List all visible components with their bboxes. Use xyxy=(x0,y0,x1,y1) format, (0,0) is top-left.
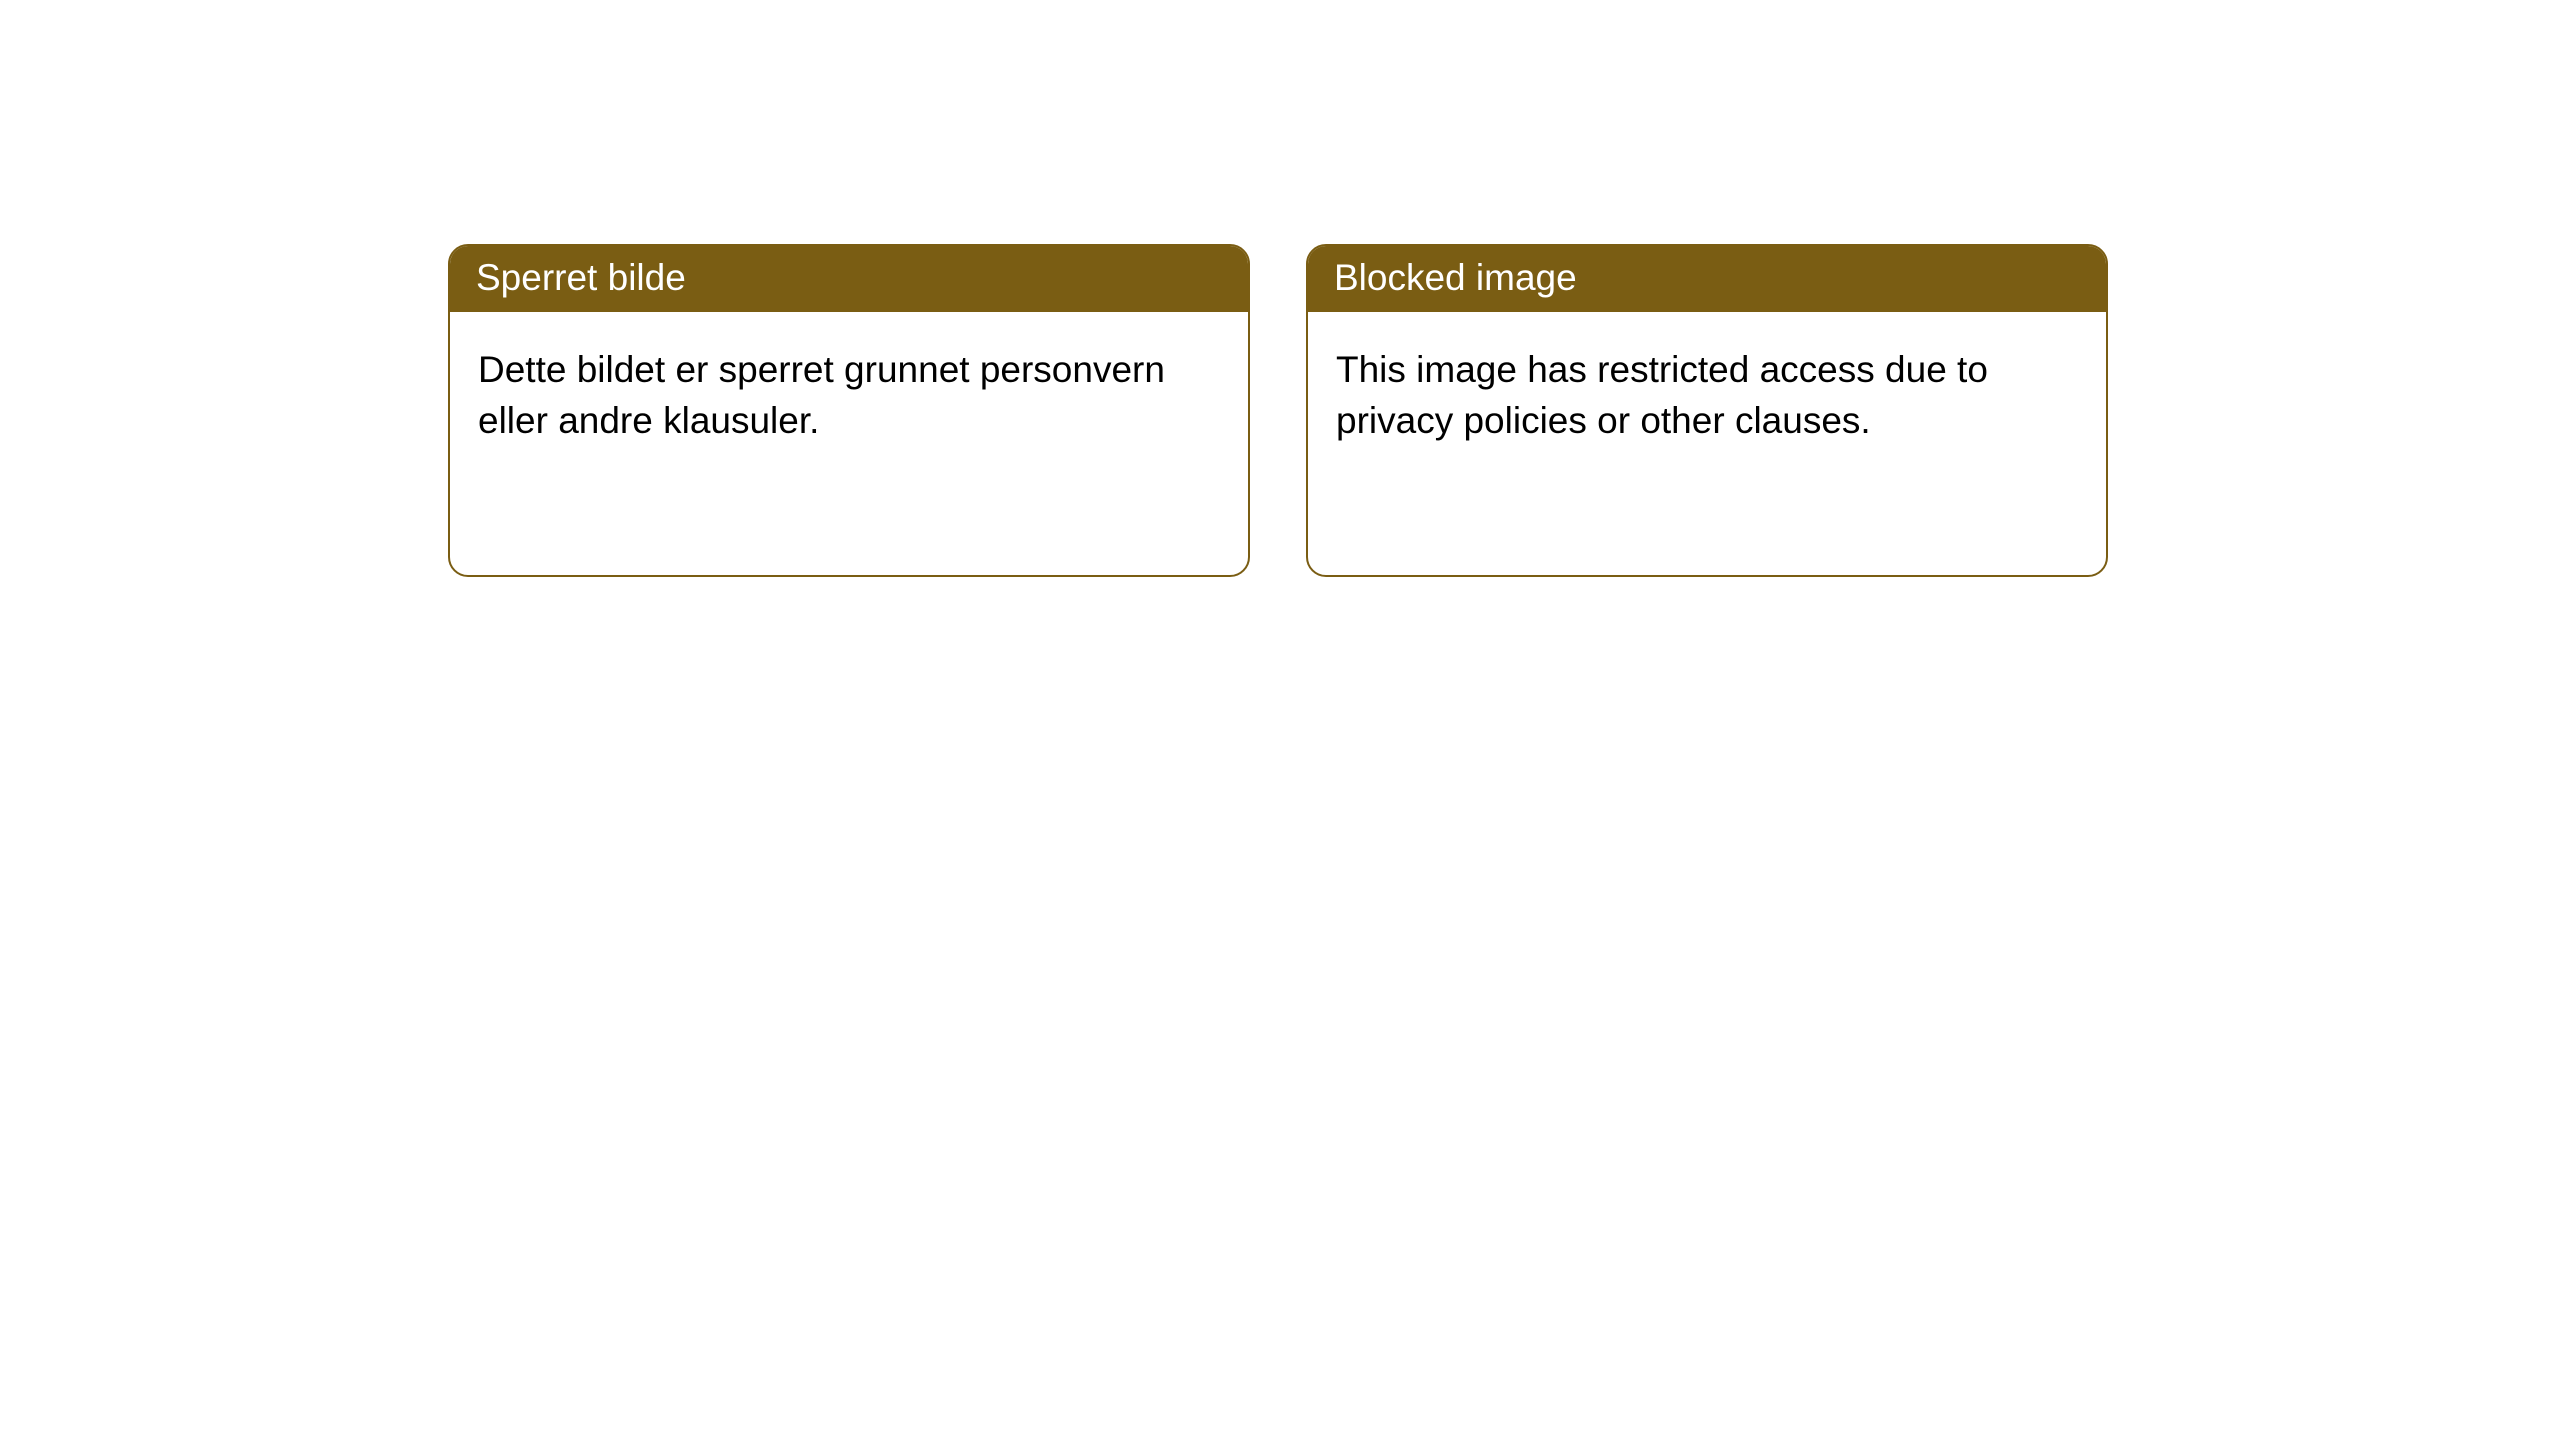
notice-card-text: Dette bildet er sperret grunnet personve… xyxy=(478,349,1165,441)
notice-card-english: Blocked image This image has restricted … xyxy=(1306,244,2108,577)
notice-card-body: This image has restricted access due to … xyxy=(1308,312,2106,478)
notice-card-text: This image has restricted access due to … xyxy=(1336,349,1988,441)
notice-card-title: Sperret bilde xyxy=(476,257,686,298)
notice-card-norwegian: Sperret bilde Dette bildet er sperret gr… xyxy=(448,244,1250,577)
notice-cards-container: Sperret bilde Dette bildet er sperret gr… xyxy=(0,0,2560,577)
notice-card-title: Blocked image xyxy=(1334,257,1577,298)
notice-card-body: Dette bildet er sperret grunnet personve… xyxy=(450,312,1248,478)
notice-card-header: Sperret bilde xyxy=(450,246,1248,312)
notice-card-header: Blocked image xyxy=(1308,246,2106,312)
